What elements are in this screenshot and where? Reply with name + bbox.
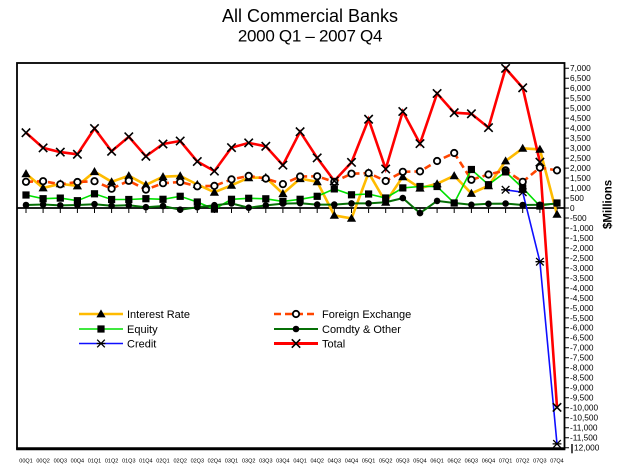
svg-text:5,500: 5,500 xyxy=(570,93,591,103)
svg-text:01Q1: 01Q1 xyxy=(88,458,101,464)
svg-text:07Q2: 07Q2 xyxy=(516,458,529,464)
svg-text:Foreign Exchange: Foreign Exchange xyxy=(322,309,411,321)
svg-text:Total: Total xyxy=(322,338,345,350)
svg-text:$Millions: $Millions xyxy=(603,180,615,229)
svg-text:04Q1: 04Q1 xyxy=(293,458,306,464)
svg-text:Comdty & Other: Comdty & Other xyxy=(322,324,401,336)
svg-text:04Q2: 04Q2 xyxy=(310,458,323,464)
svg-text:00Q2: 00Q2 xyxy=(36,458,49,464)
svg-text:0: 0 xyxy=(570,203,575,213)
svg-text:07Q4: 07Q4 xyxy=(550,458,563,464)
svg-text:-2,500: -2,500 xyxy=(570,253,594,263)
svg-text:-4,500: -4,500 xyxy=(570,293,594,303)
svg-text:2,000: 2,000 xyxy=(570,163,591,173)
svg-text:Interest Rate: Interest Rate xyxy=(127,309,190,321)
svg-text:-11,500: -11,500 xyxy=(570,433,598,443)
svg-text:-8,000: -8,000 xyxy=(570,363,594,373)
svg-text:-2,000: -2,000 xyxy=(570,243,594,253)
svg-text:-9,000: -9,000 xyxy=(570,383,594,393)
svg-text:02Q3: 02Q3 xyxy=(191,458,204,464)
svg-text:-6,500: -6,500 xyxy=(570,333,594,343)
svg-text:-1,500: -1,500 xyxy=(570,233,594,243)
svg-text:5,000: 5,000 xyxy=(570,103,591,113)
svg-text:02Q2: 02Q2 xyxy=(173,458,186,464)
svg-text:-7,500: -7,500 xyxy=(570,353,594,363)
svg-text:03Q3: 03Q3 xyxy=(259,458,272,464)
svg-text:03Q1: 03Q1 xyxy=(225,458,238,464)
svg-text:-9,500: -9,500 xyxy=(570,393,594,403)
svg-text:6,500: 6,500 xyxy=(570,73,591,83)
svg-text:00Q3: 00Q3 xyxy=(54,458,67,464)
svg-text:06Q4: 06Q4 xyxy=(482,458,495,464)
svg-text:4,500: 4,500 xyxy=(570,113,591,123)
svg-text:06Q2: 06Q2 xyxy=(447,458,460,464)
svg-text:01Q2: 01Q2 xyxy=(105,458,118,464)
svg-text:3,000: 3,000 xyxy=(570,143,591,153)
svg-text:05Q2: 05Q2 xyxy=(379,458,392,464)
svg-text:7,000: 7,000 xyxy=(570,63,591,73)
svg-text:02Q4: 02Q4 xyxy=(208,458,221,464)
svg-text:-7,000: -7,000 xyxy=(570,343,594,353)
svg-text:1,500: 1,500 xyxy=(570,173,591,183)
svg-text:07Q3: 07Q3 xyxy=(533,458,546,464)
svg-text:-8,500: -8,500 xyxy=(570,373,594,383)
svg-text:2000 Q1 – 2007 Q4: 2000 Q1 – 2007 Q4 xyxy=(238,27,382,46)
svg-text:500: 500 xyxy=(570,193,584,203)
svg-text:3,500: 3,500 xyxy=(570,133,591,143)
svg-text:-4,000: -4,000 xyxy=(570,283,594,293)
svg-text:01Q3: 01Q3 xyxy=(122,458,135,464)
svg-text:05Q4: 05Q4 xyxy=(413,458,426,464)
svg-text:12,000: 12,000 xyxy=(574,443,600,453)
svg-text:03Q4: 03Q4 xyxy=(276,458,289,464)
svg-text:01Q4: 01Q4 xyxy=(139,458,152,464)
svg-text:-3,500: -3,500 xyxy=(570,273,594,283)
svg-text:-10,500: -10,500 xyxy=(570,413,599,423)
svg-text:Equity: Equity xyxy=(127,324,158,336)
svg-text:-6,000: -6,000 xyxy=(570,323,594,333)
svg-text:05Q1: 05Q1 xyxy=(362,458,375,464)
svg-text:4,000: 4,000 xyxy=(570,123,591,133)
svg-text:07Q1: 07Q1 xyxy=(499,458,512,464)
svg-text:00Q1: 00Q1 xyxy=(19,458,32,464)
svg-text:03Q2: 03Q2 xyxy=(242,458,255,464)
svg-text:-3,000: -3,000 xyxy=(570,263,594,273)
svg-text:06Q1: 06Q1 xyxy=(430,458,443,464)
svg-text:-1,000: -1,000 xyxy=(570,223,594,233)
svg-text:02Q1: 02Q1 xyxy=(156,458,169,464)
svg-text:-5,500: -5,500 xyxy=(570,313,594,323)
svg-text:05Q3: 05Q3 xyxy=(396,458,409,464)
svg-text:All Commercial Banks: All Commercial Banks xyxy=(222,6,398,26)
svg-text:-10,000: -10,000 xyxy=(570,403,599,413)
svg-text:-11,000: -11,000 xyxy=(570,423,598,433)
svg-text:-5,000: -5,000 xyxy=(570,303,594,313)
svg-text:2,500: 2,500 xyxy=(570,153,591,163)
svg-text:6,000: 6,000 xyxy=(570,83,591,93)
svg-text:1,000: 1,000 xyxy=(570,183,591,193)
svg-text:00Q4: 00Q4 xyxy=(71,458,84,464)
svg-text:04Q3: 04Q3 xyxy=(328,458,341,464)
svg-text:Credit: Credit xyxy=(127,338,156,350)
svg-text:04Q4: 04Q4 xyxy=(345,458,358,464)
svg-text:06Q3: 06Q3 xyxy=(465,458,478,464)
svg-text:-500: -500 xyxy=(570,213,587,223)
